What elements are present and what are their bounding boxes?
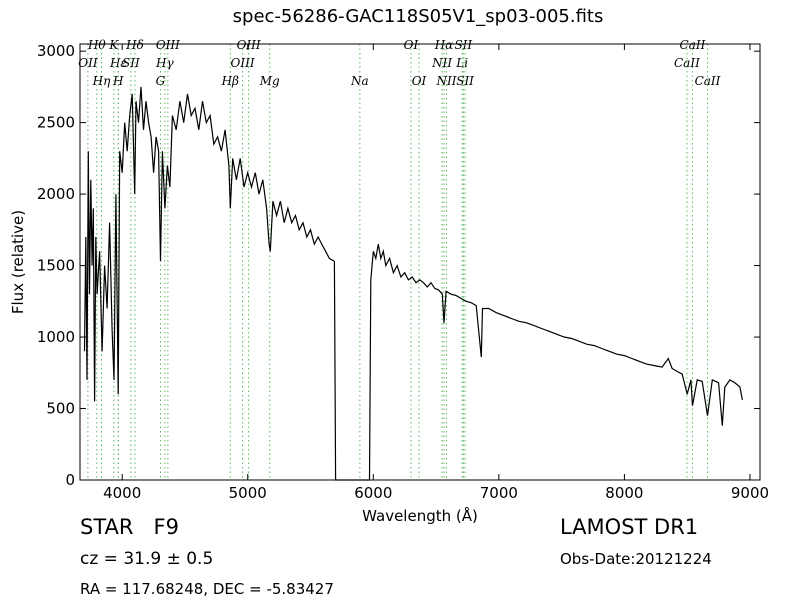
spectral-line-label: OIII <box>237 38 261 52</box>
y-tick-label: 2000 <box>37 185 75 203</box>
spectral-line-label: G <box>156 74 166 88</box>
spectral-line-label: OI <box>412 74 427 88</box>
x-tick-label: 5000 <box>229 484 267 502</box>
x-tick-label: 8000 <box>605 484 643 502</box>
spectral-line-label: K <box>108 38 119 52</box>
spectral-line-label: Na <box>350 74 369 88</box>
y-tick-label: 0 <box>65 471 75 489</box>
x-tick-label: 7000 <box>480 484 518 502</box>
spectral-line-label: SII <box>456 74 474 88</box>
y-tick-label: 500 <box>46 400 75 418</box>
annotation: RA = 117.68248, DEC = -5.83427 <box>80 580 334 598</box>
y-tick-label: 1000 <box>37 328 75 346</box>
spectral-line-label: Mg <box>259 74 280 88</box>
spectral-line-label: CaII <box>680 38 706 52</box>
y-tick-label: 1500 <box>37 257 75 275</box>
spectral-line-label: Hβ <box>221 74 239 88</box>
y-axis-label: Flux (relative) <box>9 210 27 314</box>
spectral-line-label: H <box>112 74 124 88</box>
spectral-line-label: Hδ <box>125 38 144 52</box>
annotation: LAMOST DR1 <box>560 515 698 539</box>
spectral-line-label: CaII <box>674 56 700 70</box>
spectral-line-label: Hγ <box>155 56 174 70</box>
spectral-line-label: Hθ <box>87 38 106 52</box>
annotation: Obs-Date:20121224 <box>560 550 712 568</box>
annotation: cz = 31.9 ± 0.5 <box>80 549 213 569</box>
spectral-line-label: Li <box>455 56 468 70</box>
spectral-line-label: OIII <box>231 56 255 70</box>
spectral-line-label: Hη <box>92 74 111 88</box>
x-axis-label: Wavelength (Å) <box>362 506 478 525</box>
x-tick-label: 6000 <box>354 484 392 502</box>
y-tick-label: 3000 <box>37 42 75 60</box>
plot-frame <box>79 43 761 481</box>
spectral-line-label: SII <box>454 38 472 52</box>
chart-title: spec-56286-GAC118S05V1_sp03-005.fits <box>233 6 604 27</box>
spectral-line-label: OIII <box>156 38 180 52</box>
spectral-line-label: SII <box>122 56 140 70</box>
spectral-line-label: NII <box>431 56 452 70</box>
annotation: STAR F9 <box>80 515 179 539</box>
spectral-line-label: NII <box>435 74 456 88</box>
spectral-line-label: OII <box>78 56 98 70</box>
x-tick-label: 4000 <box>103 484 141 502</box>
spectral-line-label: Hα <box>434 38 454 52</box>
spectrum-line <box>83 86 743 481</box>
x-tick-label: 9000 <box>731 484 769 502</box>
spectral-line-label: CaII <box>695 74 721 88</box>
y-tick-label: 2500 <box>37 114 75 132</box>
spectral-line-label: OI <box>404 38 419 52</box>
